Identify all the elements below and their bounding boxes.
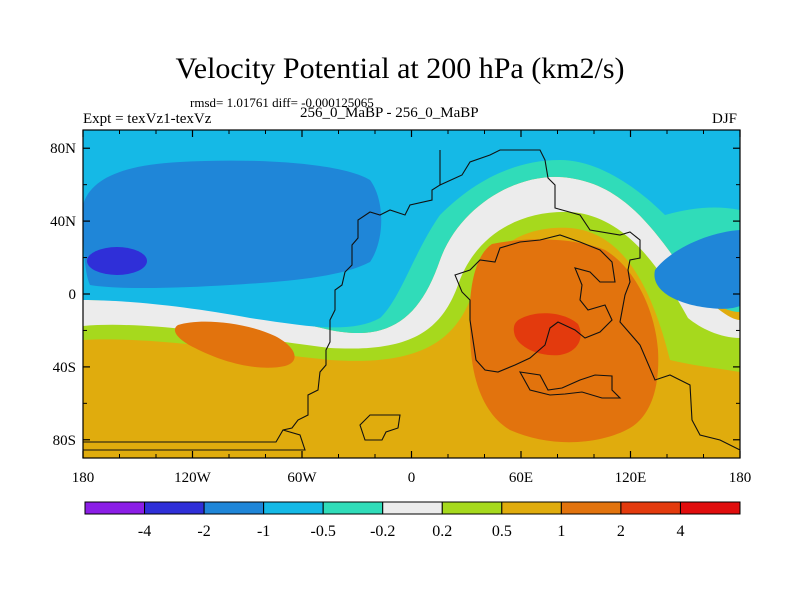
coastline-southern-block xyxy=(518,371,622,399)
contour-band-minus-2-west xyxy=(83,160,382,289)
contour-field xyxy=(83,130,740,458)
y-tick-label: 40S xyxy=(53,360,76,376)
colorbar-label: -4 xyxy=(138,523,151,540)
y-tick-label: 80S xyxy=(53,433,76,449)
colorbar-label: -1 xyxy=(257,523,270,540)
coastlines xyxy=(83,149,740,451)
colorbar-swatch xyxy=(263,501,324,515)
colorbar-label: 4 xyxy=(676,523,684,540)
colorbar-swatch xyxy=(322,501,384,515)
contour-band-1-2-west xyxy=(174,321,295,368)
colorbar-label: -2 xyxy=(197,523,210,540)
x-axis: 180 120W 60W 0 60E 120E 180 xyxy=(72,130,752,486)
experiment-label: Expt = texVz1-texVz xyxy=(83,111,212,127)
coastline-inner-basin xyxy=(454,234,616,373)
colorbar-label: -0.5 xyxy=(311,523,336,540)
colorbar-label: 2 xyxy=(617,523,625,540)
contour-band-minus-4 xyxy=(87,247,147,275)
y-axis: 80N 40N 0 40S 80S xyxy=(50,141,740,449)
y-tick-label: 40N xyxy=(50,214,76,230)
coastline-island xyxy=(359,414,401,441)
chart-title: Velocity Potential at 200 hPa (km2/s) xyxy=(175,52,625,85)
colorbar: -4 -2 -1 -0.5 -0.2 0.2 0.5 1 2 4 xyxy=(84,501,741,540)
coastline-polar-strip xyxy=(83,429,306,451)
coastline-central-continent xyxy=(439,149,740,451)
colorbar-label: 0.5 xyxy=(492,523,512,540)
y-tick-label: 80N xyxy=(50,141,76,157)
colorbar-swatch xyxy=(679,501,741,515)
x-tick-label: 60W xyxy=(287,470,317,486)
season-label: DJF xyxy=(712,111,738,127)
contour-band-2-4 xyxy=(513,313,581,356)
colorbar-swatch xyxy=(144,501,205,515)
colorbar-swatch xyxy=(441,501,503,515)
contour-band-neutral xyxy=(83,176,740,349)
coastline-west-continent xyxy=(83,150,441,443)
stats-line: rmsd= 1.01761 diff= -0.000125065 xyxy=(190,95,374,110)
x-tick-label: 120W xyxy=(174,470,212,486)
colorbar-swatch xyxy=(84,501,146,515)
x-tick-label: 180 xyxy=(72,470,95,486)
colorbar-swatch xyxy=(203,501,265,515)
x-tick-label: 60E xyxy=(509,470,533,486)
colorbar-swatch xyxy=(501,501,562,515)
colorbar-label: 0.2 xyxy=(432,523,452,540)
x-tick-label: 180 xyxy=(729,470,752,486)
colorbar-label: -0.2 xyxy=(370,523,395,540)
colorbar-swatch xyxy=(382,501,443,515)
y-tick-label: 0 xyxy=(69,287,77,303)
colorbar-label: 1 xyxy=(557,523,565,540)
contour-band-minus-2-east xyxy=(654,230,740,309)
runs-label: 256_0_MaBP - 256_0_MaBP xyxy=(300,105,479,121)
x-tick-label: 120E xyxy=(615,470,647,486)
colorbar-swatch xyxy=(560,501,622,515)
colorbar-swatch xyxy=(620,501,681,515)
x-tick-label: 0 xyxy=(408,470,416,486)
